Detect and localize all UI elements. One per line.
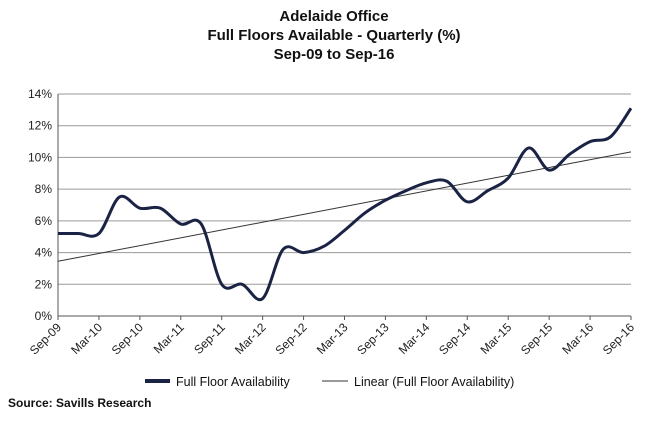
data-point-Jun-12 xyxy=(282,248,285,251)
x-tick-label: Mar-12 xyxy=(232,320,269,357)
data-point-Mar-12 xyxy=(261,297,264,300)
x-tick-label: Sep-16 xyxy=(600,320,637,357)
data-point-Mar-11 xyxy=(179,223,182,226)
y-axis: 0% 2% 4% 6% 8% 10% 12% 14% xyxy=(28,87,59,323)
x-tick-label: Mar-14 xyxy=(396,320,433,357)
x-tick-label: Mar-11 xyxy=(151,320,187,356)
title-line-3: Sep-09 to Sep-16 xyxy=(274,46,395,63)
x-tick-label: Sep-13 xyxy=(354,320,391,357)
data-point-Sep-16 xyxy=(630,107,633,110)
x-tick-label: Sep-10 xyxy=(109,320,146,357)
data-point-Mar-16 xyxy=(589,140,592,143)
data-point-Sep-14 xyxy=(466,200,469,203)
data-point-Jun-16 xyxy=(609,135,612,138)
data-point-Sep-11 xyxy=(220,283,223,286)
x-tick-label: Sep-14 xyxy=(436,320,473,357)
x-tick-label: Sep-09 xyxy=(27,320,64,357)
data-point-Dec-15 xyxy=(568,153,571,156)
y-tick-label: 2% xyxy=(35,277,53,291)
y-tick-label: 12% xyxy=(28,119,52,133)
data-point-Mar-10 xyxy=(97,232,100,235)
data-point-Dec-12 xyxy=(323,245,326,248)
gridlines xyxy=(58,93,631,317)
x-tick-label: Mar-15 xyxy=(478,320,515,357)
x-tick-label: Sep-15 xyxy=(518,320,555,357)
data-point-Mar-15 xyxy=(507,177,510,180)
data-point-Mar-14 xyxy=(425,181,428,184)
legend: Full Floor Availability Linear (Full Flo… xyxy=(145,375,514,389)
y-tick-label: 0% xyxy=(35,309,53,323)
data-point-Dec-14 xyxy=(486,189,489,192)
y-tick-label: 4% xyxy=(35,246,53,260)
data-point-Sep-13 xyxy=(384,199,387,202)
data-point-Dec-11 xyxy=(241,283,244,286)
series-layer xyxy=(57,107,633,302)
data-point-Jun-10 xyxy=(118,196,121,199)
series-full-floor-availability-line xyxy=(57,107,633,302)
legend-label-full-floor-availability: Full Floor Availability xyxy=(176,375,290,389)
data-point-Jun-15 xyxy=(527,146,530,149)
data-point-Sep-12 xyxy=(302,251,305,254)
x-tick-label: Mar-13 xyxy=(314,320,351,357)
y-tick-label: 14% xyxy=(28,87,52,101)
legend-label-linear-trend: Linear (Full Floor Availability) xyxy=(354,375,514,389)
source-note: Source: Savills Research xyxy=(8,396,152,410)
data-point-Jun-14 xyxy=(445,180,448,183)
x-axis: Sep-09 Mar-10 Sep-10 Mar-11 Sep-11 Mar-12 Sep-… xyxy=(27,315,637,357)
data-point-Dec-10 xyxy=(159,207,162,210)
data-point-Jun-11 xyxy=(200,223,203,226)
x-tick-label: Sep-11 xyxy=(191,320,228,357)
data-point-Sep-09 xyxy=(57,232,60,235)
x-tick-label: Sep-12 xyxy=(272,320,309,357)
chart-title: Adelaide Office Full Floors Available - … xyxy=(207,8,460,63)
y-tick-label: 8% xyxy=(35,182,53,196)
y-tick-label: 10% xyxy=(28,150,52,164)
y-tick-label: 6% xyxy=(35,214,53,228)
x-tick-label: Mar-10 xyxy=(68,320,105,357)
data-point-Jun-13 xyxy=(363,211,366,214)
data-point-Sep-15 xyxy=(548,169,551,172)
data-point-Dec-09 xyxy=(77,232,80,235)
series-linear-trendline xyxy=(57,151,632,262)
data-point-Dec-13 xyxy=(404,189,407,192)
title-line-2: Full Floors Available - Quarterly (%) xyxy=(207,27,460,44)
title-line-1: Adelaide Office xyxy=(279,8,388,25)
data-point-Mar-13 xyxy=(343,229,346,232)
data-point-Sep-10 xyxy=(138,207,141,210)
x-tick-label: Mar-16 xyxy=(559,320,596,357)
